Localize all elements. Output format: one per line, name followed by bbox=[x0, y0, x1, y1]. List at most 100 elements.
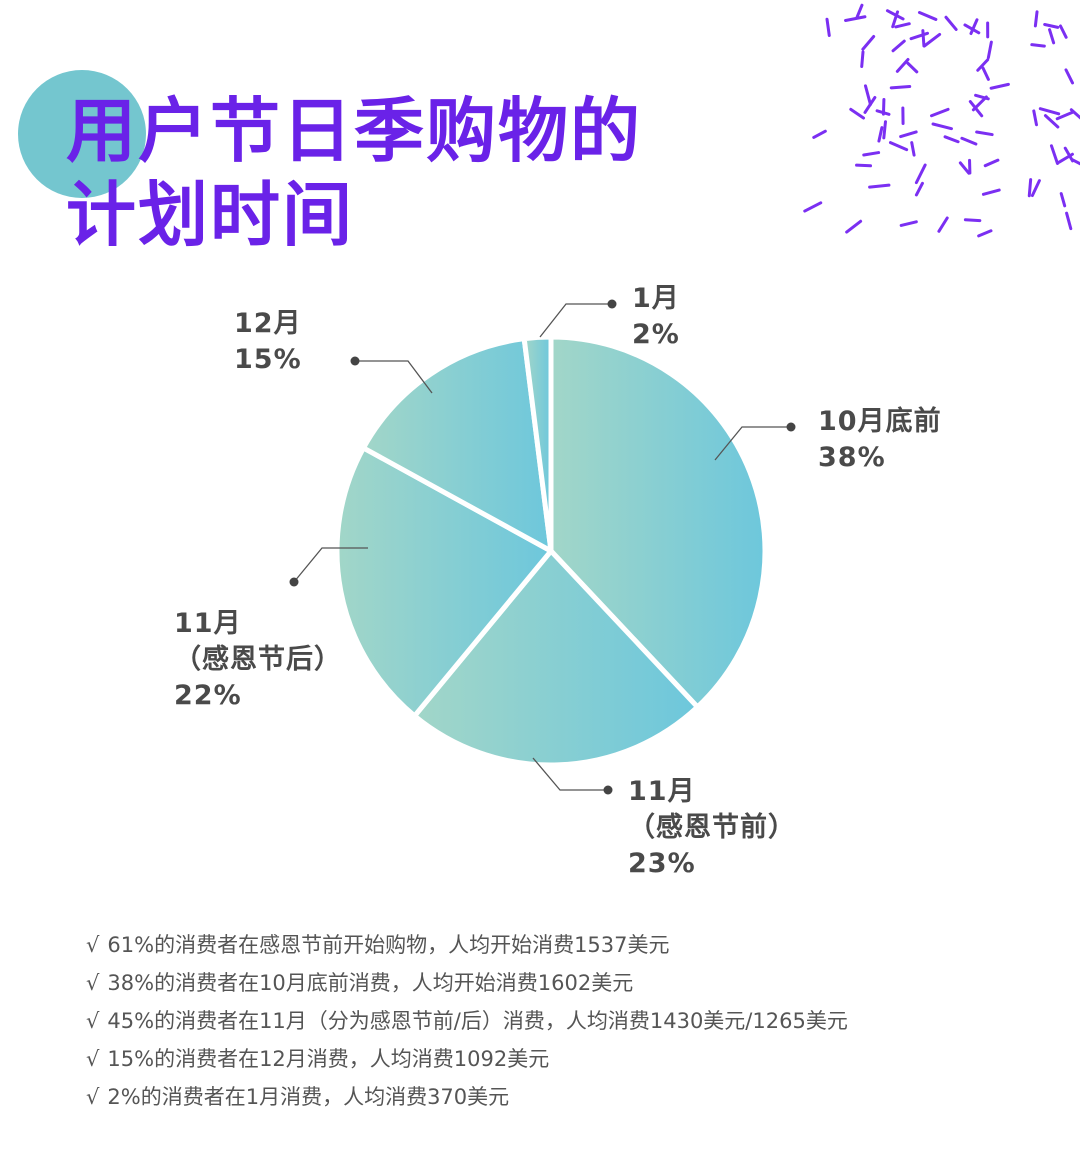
slice-label-line: 22% bbox=[174, 680, 242, 711]
pie-slice bbox=[360, 336, 554, 554]
pie-slice bbox=[334, 445, 554, 719]
slice-label-line: （感恩节前） bbox=[628, 811, 796, 843]
confetti-dash bbox=[914, 163, 927, 185]
leader-dot bbox=[786, 422, 796, 432]
pie-slice bbox=[521, 334, 554, 554]
confetti-dash bbox=[958, 161, 971, 175]
note-text: 38%的消费者在10月底前消费，人均开始消费1602美元 bbox=[107, 971, 634, 995]
confetti-dash bbox=[855, 3, 864, 19]
confetti-dash bbox=[914, 181, 924, 197]
leader-line bbox=[532, 757, 608, 791]
note-item: √ 45%的消费者在11月（分为感恩节前/后）消费，人均消费1430美元/1265… bbox=[86, 1002, 848, 1040]
confetti-dash bbox=[989, 82, 1010, 90]
note-text: 61%的消费者在感恩节前开始购物，人均开始消费1537美元 bbox=[107, 933, 670, 957]
slice-label-line: （感恩节后） bbox=[174, 643, 342, 675]
confetti-dash bbox=[1038, 107, 1061, 116]
confetti-dash bbox=[909, 31, 929, 41]
confetti-dash bbox=[860, 50, 865, 68]
confetti-dash bbox=[931, 122, 953, 131]
note-text: 15%的消费者在12月消费，人均消费1092美元 bbox=[107, 1047, 550, 1071]
confetti-dash bbox=[929, 107, 950, 118]
confetti-dash bbox=[975, 130, 994, 137]
confetti-dash bbox=[981, 66, 990, 81]
confetti-dash bbox=[974, 93, 990, 101]
pie-chart: 10月底前 38% 11月 （感恩节前） 23% 11月 （感恩节后） 22% 12月 15% 1月… bbox=[174, 283, 942, 879]
slice-label-line: 10月底前 bbox=[818, 405, 942, 437]
confetti-dash bbox=[1030, 43, 1046, 48]
note-text: 45%的消费者在11月（分为感恩节前/后）消费，人均消费1430美元/1265美… bbox=[107, 1009, 848, 1033]
confetti-dash bbox=[825, 17, 831, 38]
confetti-dash bbox=[1049, 144, 1059, 165]
confetti-dash bbox=[937, 216, 949, 233]
confetti-dash bbox=[943, 135, 960, 144]
leader-line bbox=[539, 303, 612, 338]
confetti-dash bbox=[861, 34, 876, 51]
confetti-dash bbox=[1065, 211, 1073, 231]
slice-label: 1月 2% bbox=[632, 283, 680, 350]
confetti-dash bbox=[863, 84, 872, 106]
confetti-dash bbox=[1032, 109, 1038, 127]
note-item: √ 15%的消费者在12月消费，人均消费1092美元 bbox=[86, 1040, 848, 1078]
confetti-dash bbox=[845, 219, 863, 234]
check-mark: √ bbox=[86, 971, 100, 995]
confetti-dash bbox=[983, 158, 1000, 168]
confetti-dash bbox=[803, 201, 823, 213]
confetti-dash bbox=[888, 141, 909, 152]
confetti-dash bbox=[960, 136, 978, 146]
slice-label-line: 11月 bbox=[628, 776, 696, 807]
slice-label: 12月 15% bbox=[234, 308, 302, 375]
slice-label-line: 12月 bbox=[234, 308, 302, 339]
confetti-dash bbox=[882, 120, 887, 140]
leader-dot bbox=[289, 577, 299, 587]
page-title-line-1: 用户节日季购物的 bbox=[66, 90, 642, 172]
confetti-dash bbox=[986, 40, 993, 60]
confetti-dash bbox=[1058, 24, 1068, 39]
confetti-dash bbox=[899, 220, 918, 227]
confetti-dash bbox=[1033, 10, 1039, 28]
slice-label: 11月 （感恩节前） 23% bbox=[628, 776, 796, 879]
note-item: √ 2%的消费者在1月消费，人均消费370美元 bbox=[86, 1078, 848, 1116]
note-item: √ 38%的消费者在10月底前消费，人均开始消费1602美元 bbox=[86, 964, 848, 1002]
note-text: 2%的消费者在1月消费，人均消费370美元 bbox=[107, 1085, 510, 1109]
slice-label-line: 38% bbox=[818, 442, 886, 473]
leader-line bbox=[714, 426, 791, 461]
slice-label-line: 23% bbox=[628, 848, 696, 879]
confetti-dash bbox=[895, 57, 910, 73]
leader-dot bbox=[607, 299, 617, 309]
leader-dot bbox=[350, 356, 360, 366]
confetti-dash bbox=[877, 126, 884, 143]
confetti-dash bbox=[917, 11, 938, 21]
note-item: √ 61%的消费者在感恩节前开始购物，人均开始消费1537美元 bbox=[86, 926, 848, 964]
confetti-dash bbox=[1048, 28, 1056, 45]
confetti-dash bbox=[910, 141, 916, 157]
slice-label: 10月底前 38% bbox=[818, 405, 942, 473]
confetti-dash bbox=[891, 10, 900, 29]
confetti-dash bbox=[969, 18, 979, 36]
leader-line bbox=[293, 547, 368, 583]
slice-label: 11月 （感恩节后） 22% bbox=[174, 608, 342, 711]
slice-label-line: 11月 bbox=[174, 608, 242, 639]
confetti-dash bbox=[976, 58, 990, 72]
confetti-decoration bbox=[803, 3, 1080, 238]
confetti-dash bbox=[1059, 192, 1067, 208]
confetti-dash bbox=[977, 229, 993, 238]
page-title-line-2: 计划时间 bbox=[66, 174, 354, 256]
confetti-dash bbox=[1064, 68, 1075, 85]
pie-slice bbox=[548, 334, 768, 710]
confetti-dash bbox=[906, 61, 919, 74]
leader-line bbox=[355, 360, 433, 394]
pie-slice bbox=[412, 548, 700, 768]
confetti-dash bbox=[891, 39, 906, 53]
check-mark: √ bbox=[86, 1047, 100, 1071]
confetti-dash bbox=[922, 32, 942, 48]
confetti-dash bbox=[944, 15, 958, 31]
notes-list: √ 61%的消费者在感恩节前开始购物，人均开始消费1537美元 √ 38%的消费者在… bbox=[86, 926, 848, 1116]
confetti-dash bbox=[963, 218, 982, 223]
confetti-dash bbox=[868, 183, 891, 189]
confetti-dash bbox=[812, 129, 827, 139]
decorative-circle bbox=[18, 70, 146, 198]
leader-dot bbox=[603, 785, 613, 795]
check-mark: √ bbox=[86, 1009, 100, 1033]
confetti-dash bbox=[981, 188, 1001, 196]
confetti-dash bbox=[1027, 178, 1033, 198]
